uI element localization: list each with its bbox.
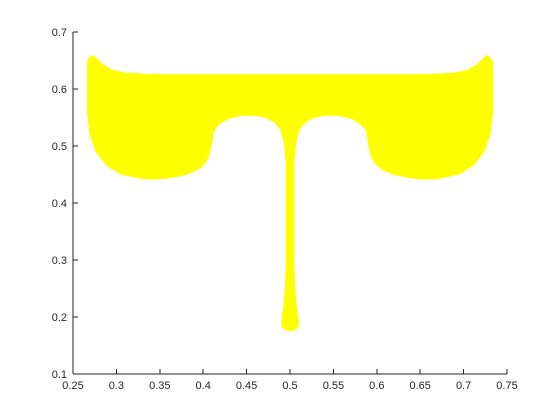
y-tick-label: 0.2 — [52, 312, 67, 324]
y-tick-label: 0.1 — [52, 369, 67, 381]
x-tick-label: 0.4 — [196, 380, 211, 392]
y-tick-label: 0.3 — [52, 255, 67, 267]
y-tick-label: 0.4 — [52, 198, 67, 210]
x-tick-label: 0.55 — [323, 380, 344, 392]
x-tick-label: 0.45 — [236, 380, 257, 392]
y-tick-label: 0.6 — [52, 84, 67, 96]
y-tick-label: 0.5 — [52, 141, 67, 153]
yellow-region-0 — [86, 55, 494, 332]
x-tick-label: 0.65 — [409, 380, 430, 392]
x-tick-label: 0.6 — [369, 380, 384, 392]
x-tick-label: 0.3 — [109, 380, 124, 392]
y-ticks: 0.1 0.2 0.3 0.4 0.5 0.6 0.7 — [52, 27, 78, 381]
x-tick-label: 0.25 — [62, 380, 83, 392]
x-tick-label: 0.7 — [456, 380, 471, 392]
y-tick-label: 0.7 — [52, 27, 67, 39]
shape-layer — [86, 55, 494, 332]
x-ticks: 0.25 0.3 0.35 0.4 0.45 0.5 0.55 0.6 0.65 0.7 0.75 — [62, 369, 518, 392]
x-tick-label: 0.5 — [282, 380, 297, 392]
x-tick-label: 0.75 — [496, 380, 517, 392]
x-tick-label: 0.35 — [149, 380, 170, 392]
